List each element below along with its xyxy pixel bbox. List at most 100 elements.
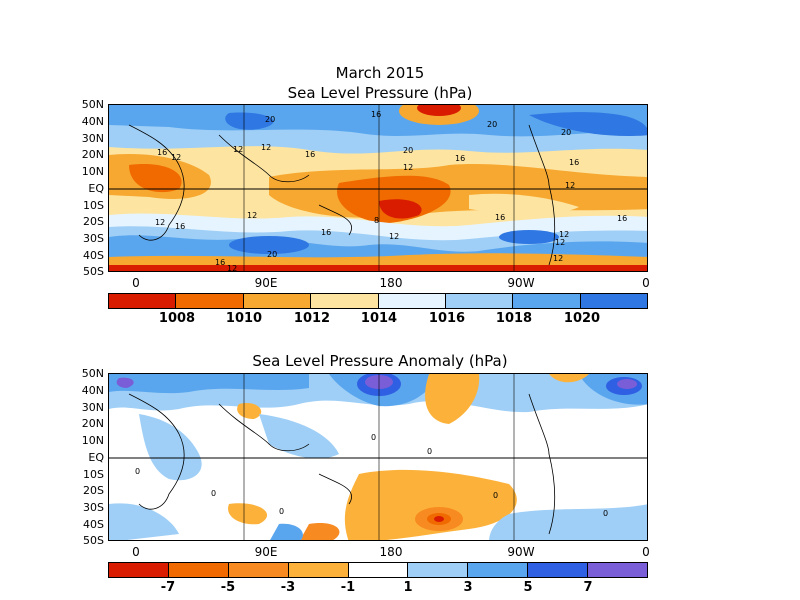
panel2-title: Sea Level Pressure Anomaly (hPa) xyxy=(252,352,508,370)
colorbar-swatch xyxy=(109,294,177,308)
contour-label: 20 xyxy=(561,128,571,137)
colorbar-label: 1012 xyxy=(293,311,331,326)
contour-label: 12 xyxy=(233,145,243,154)
panel2-map-svg: 0 0 0 0 0 0 0 xyxy=(109,374,647,540)
lat-label: 50N xyxy=(81,98,104,111)
contour-label: 0 xyxy=(371,433,376,442)
contour-label: 16 xyxy=(495,213,505,222)
panel1-map: 16 20 12 16 12 12 16 20 16 20 20 16 12 1… xyxy=(108,104,648,272)
colorbar-swatch xyxy=(580,294,647,308)
contour-label: 16 xyxy=(305,150,315,159)
lat-label: EQ xyxy=(88,182,104,195)
lat-label: 30N xyxy=(81,401,104,414)
colorbar-swatch xyxy=(445,294,514,308)
colorbar-swatch xyxy=(176,294,244,308)
contour-label: 16 xyxy=(215,258,225,267)
contour-label: 12 xyxy=(261,143,271,152)
panel2-map: 0 0 0 0 0 0 0 xyxy=(108,373,648,541)
contour-label: 16 xyxy=(175,222,185,231)
colorbar-swatch xyxy=(513,294,581,308)
contour-label: 12 xyxy=(403,163,413,172)
lat-label: 20N xyxy=(81,148,104,161)
lat-label: 50S xyxy=(83,534,104,547)
contour-label: 8 xyxy=(374,216,379,225)
contour-label: 12 xyxy=(389,232,399,241)
colorbar-swatch xyxy=(311,294,379,308)
lat-label: 50N xyxy=(81,367,104,380)
lon-label: 180 xyxy=(379,545,403,559)
colorbar-swatch xyxy=(468,563,529,577)
panel1-map-svg: 16 20 12 16 12 12 16 20 16 20 20 16 12 1… xyxy=(109,105,647,272)
contour-label: 12 xyxy=(247,211,257,220)
colorbar-label: 1 xyxy=(403,580,413,595)
lat-label: 40S xyxy=(83,518,104,531)
lon-label: 0 xyxy=(132,276,140,290)
lat-label: 20N xyxy=(81,417,104,430)
colorbar-label: 1010 xyxy=(225,311,263,326)
lon-label: 0 xyxy=(132,545,140,559)
contour-label: 16 xyxy=(617,214,627,223)
contour-label: 12 xyxy=(559,230,569,239)
lat-label: 30S xyxy=(83,501,104,514)
colorbar-swatch xyxy=(288,563,349,577)
colorbar-label: -1 xyxy=(340,580,356,595)
colorbar-swatch xyxy=(228,563,289,577)
colorbar-swatch xyxy=(528,563,589,577)
lat-label: 40S xyxy=(83,249,104,262)
colorbar-label: 1014 xyxy=(360,311,398,326)
contour-label: 0 xyxy=(211,489,216,498)
lon-label: 0 xyxy=(642,276,650,290)
panel2-colorbar xyxy=(108,562,648,578)
colorbar-label: 1008 xyxy=(158,311,196,326)
colorbar-label: 1018 xyxy=(495,311,533,326)
colorbar-swatch xyxy=(378,294,446,308)
lat-label: 30S xyxy=(83,232,104,245)
colorbar-label: -5 xyxy=(220,580,236,595)
contour-label: 20 xyxy=(403,146,413,155)
lat-label: 50S xyxy=(83,265,104,278)
lat-label: 40N xyxy=(81,384,104,397)
lon-label: 90W xyxy=(507,276,535,290)
lat-label: 30N xyxy=(81,132,104,145)
contour-label: 16 xyxy=(371,110,381,119)
lat-label: 10S xyxy=(83,199,104,212)
panel1-title: Sea Level Pressure (hPa) xyxy=(287,84,473,102)
lat-label: EQ xyxy=(88,451,104,464)
lat-label: 10S xyxy=(83,468,104,481)
colorbar-swatch xyxy=(243,294,312,308)
contour-label: 0 xyxy=(427,447,432,456)
colorbar-swatch xyxy=(109,563,169,577)
colorbar-swatch xyxy=(408,563,469,577)
panel1-title-date: March 2015 xyxy=(335,64,425,82)
contour-label: 16 xyxy=(321,228,331,237)
colorbar-swatch xyxy=(348,563,409,577)
lon-label: 90E xyxy=(254,276,278,290)
colorbar-swatch xyxy=(588,563,648,577)
colorbar-label: -7 xyxy=(160,580,176,595)
contour-label: 12 xyxy=(555,238,565,247)
contour-label: 0 xyxy=(493,491,498,500)
colorbar-label: 7 xyxy=(583,580,593,595)
contour-label: 16 xyxy=(157,148,167,157)
lat-label: 20S xyxy=(83,215,104,228)
lat-label: 40N xyxy=(81,115,104,128)
contour-label: 0 xyxy=(603,509,608,518)
colorbar-swatch xyxy=(168,563,229,577)
contour-label: 0 xyxy=(135,467,140,476)
contour-label: 16 xyxy=(569,158,579,167)
lat-label: 20S xyxy=(83,484,104,497)
contour-label: 12 xyxy=(565,181,575,190)
colorbar-label: 1020 xyxy=(563,311,601,326)
contour-label: 20 xyxy=(487,120,497,129)
lon-label: 90E xyxy=(254,545,278,559)
colorbar-label: 3 xyxy=(463,580,473,595)
colorbar-label: -3 xyxy=(280,580,296,595)
contour-label: 20 xyxy=(265,115,275,124)
contour-label: 16 xyxy=(455,154,465,163)
contour-label: 12 xyxy=(227,264,237,272)
contour-label: 12 xyxy=(171,153,181,162)
contour-label: 0 xyxy=(279,507,284,516)
contour-label: 20 xyxy=(267,250,277,259)
lon-label: 0 xyxy=(642,545,650,559)
lat-label: 10N xyxy=(81,165,104,178)
